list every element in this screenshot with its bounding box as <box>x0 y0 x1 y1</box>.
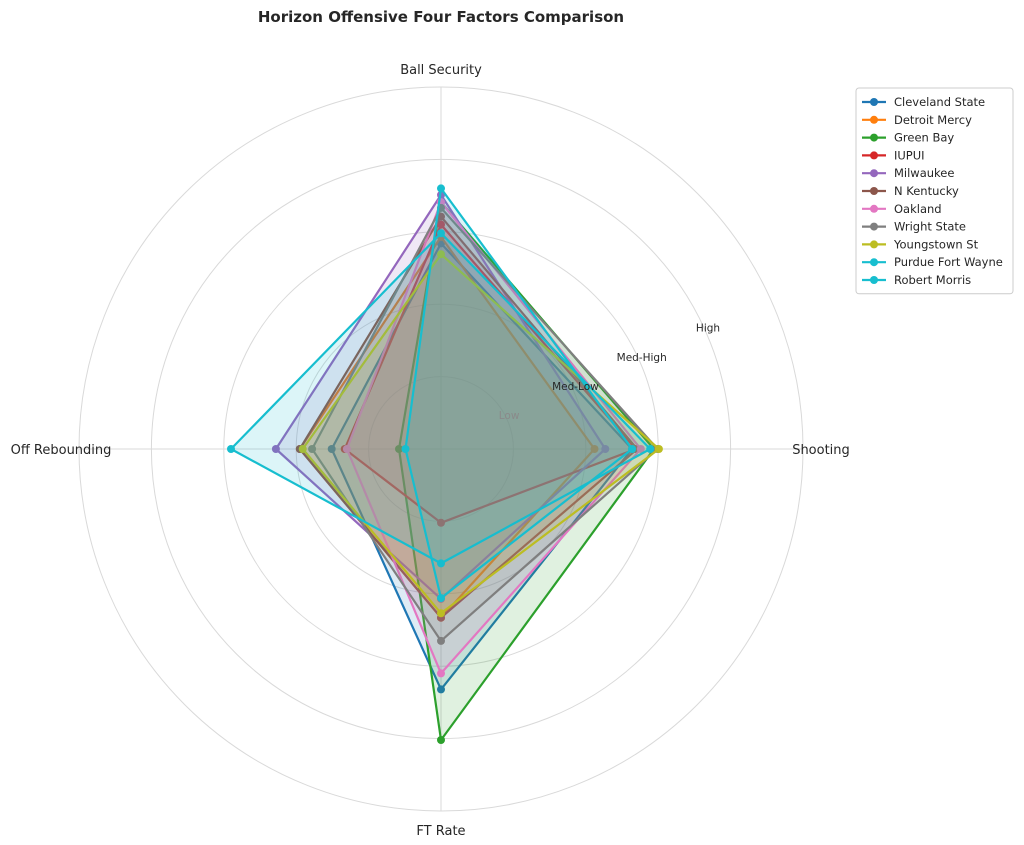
legend-label: Purdue Fort Wayne <box>894 255 1003 269</box>
legend-swatch-marker <box>870 151 878 160</box>
series-oakland <box>342 198 645 678</box>
legend-item: Robert Morris <box>862 273 971 287</box>
axis-label: Off Rebounding <box>11 443 112 458</box>
series-point <box>437 518 445 527</box>
series-point <box>395 445 403 453</box>
legend-item: Purdue Fort Wayne <box>862 255 1003 269</box>
series-point <box>437 559 445 568</box>
series-fill <box>299 216 638 618</box>
series-fill <box>302 254 659 614</box>
series-point <box>601 445 610 453</box>
legend-item: Youngstown St <box>862 237 979 251</box>
chart-title: Horizon Offensive Four Factors Compariso… <box>258 8 624 26</box>
series-fill <box>312 207 658 641</box>
series-point <box>401 445 410 453</box>
series-point <box>437 636 445 645</box>
series-point <box>271 445 280 453</box>
series-point <box>628 445 637 453</box>
radar-series <box>227 184 663 744</box>
series-fill <box>405 188 633 599</box>
legend-swatch-marker <box>870 133 878 142</box>
legend-item: Detroit Mercy <box>862 113 972 127</box>
legend-swatch-marker <box>870 98 878 106</box>
legend-swatch-marker <box>870 169 878 178</box>
legend-swatch-marker <box>870 276 878 284</box>
series-point <box>437 250 445 259</box>
series-robert-morris <box>401 184 637 603</box>
legend-box <box>855 87 1014 295</box>
series-point <box>437 220 445 229</box>
legend-label: Oakland <box>894 202 942 216</box>
legend-label: Milwaukee <box>894 166 954 180</box>
series-point <box>308 445 317 453</box>
legend-swatch-marker <box>870 222 878 231</box>
series-point <box>437 229 445 238</box>
legend-item: Milwaukee <box>862 166 954 180</box>
series-point <box>298 445 307 453</box>
ring-labels: Low Med-Low Med-High High <box>499 323 720 422</box>
series-point <box>437 685 445 694</box>
series-point <box>590 445 599 453</box>
axis-label: FT Rate <box>416 824 465 839</box>
series-point <box>636 445 645 453</box>
legend-swatch-marker <box>870 187 878 195</box>
ring-label: Low <box>499 410 520 422</box>
series-fill <box>344 224 636 523</box>
series-point <box>437 212 445 221</box>
series-point <box>654 445 663 453</box>
series-fill <box>275 194 606 599</box>
legend-item: Cleveland State <box>862 95 985 109</box>
axis-label: Ball Security <box>400 63 482 78</box>
legend-item: Oakland <box>862 202 942 216</box>
legend-item: Green Bay <box>862 131 954 145</box>
legend-label: Cleveland State <box>894 95 985 109</box>
ring-label: Med-High <box>617 352 667 364</box>
series-fill <box>299 236 595 618</box>
series-point <box>437 736 445 744</box>
series-point <box>437 669 445 678</box>
legend-label: IUPUI <box>894 148 925 162</box>
legend-item: IUPUI <box>862 148 925 162</box>
legend-label: Wright State <box>894 220 966 234</box>
legend-label: Robert Morris <box>894 273 971 287</box>
legend-swatch-marker <box>870 115 878 124</box>
ring-label: High <box>696 323 720 335</box>
series-point <box>437 594 445 603</box>
legend-item: N Kentucky <box>862 184 959 198</box>
legend-swatch-marker <box>870 240 878 249</box>
axis-labels: Ball Security Shooting FT Rate Off Reboundi… <box>11 63 850 839</box>
legend-label: Detroit Mercy <box>894 113 972 127</box>
legend-label: Green Bay <box>894 131 954 145</box>
legend-label: Youngstown St <box>893 237 979 251</box>
series-point <box>327 445 336 453</box>
ring-label: Med-Low <box>552 381 599 393</box>
series-point <box>342 445 351 453</box>
legend-item: Wright State <box>862 220 966 234</box>
series-fill <box>231 233 651 564</box>
series-fill <box>399 202 654 741</box>
axis-label: Shooting <box>792 443 850 458</box>
legend: Cleveland State Detroit Mercy Green Bay IUP… <box>855 87 1014 295</box>
series-point <box>227 445 235 453</box>
series-point <box>437 184 445 193</box>
legend-swatch-marker <box>870 204 878 213</box>
series-fill <box>346 202 641 674</box>
series-point <box>437 609 445 618</box>
legend-label: N Kentucky <box>894 184 959 198</box>
legend-swatch-marker <box>870 258 878 267</box>
series-point <box>646 445 655 453</box>
